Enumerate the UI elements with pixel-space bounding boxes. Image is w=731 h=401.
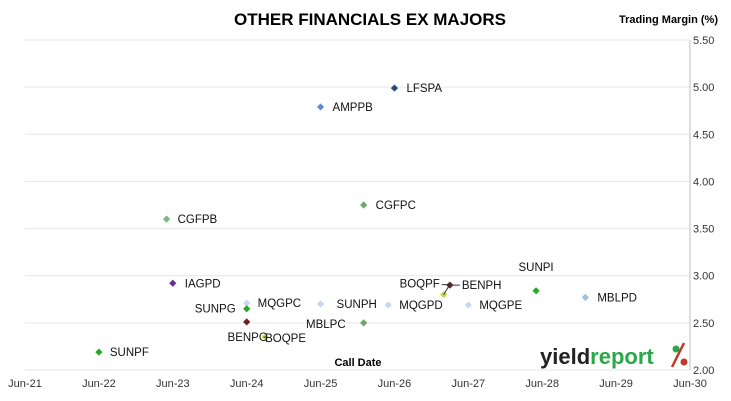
chart-title: OTHER FINANCIALS EX MAJORS <box>234 10 506 29</box>
x-tick-label: Jun-26 <box>378 378 412 390</box>
point-sunpg <box>243 305 251 313</box>
label-mblpd: MBLPD <box>597 292 637 304</box>
point-boqpe <box>261 333 269 341</box>
point-lfspa <box>390 84 399 92</box>
y-tick-label: 4.00 <box>693 176 714 188</box>
point-labels: LFSPA AMPPB CGFPC CGFPB IAGPD BOQPF BENPH SUNPI… <box>110 83 637 359</box>
label-cgfpb: CGFPB <box>178 214 218 226</box>
point-mblpd <box>581 293 589 301</box>
point-sunph <box>316 300 325 308</box>
x-axis-title: Call Date <box>334 357 381 369</box>
y-tick-label: 5.50 <box>693 35 714 47</box>
y-tick-label: 3.00 <box>693 271 714 283</box>
leader-line-boqpf <box>441 284 451 295</box>
x-tick-label: Jun-30 <box>673 378 707 390</box>
label-benph: BENPH <box>462 280 502 292</box>
label-sunpi: SUNPI <box>518 262 553 274</box>
label-mqgpd: MQGPD <box>399 300 442 312</box>
label-boqpf: BOQPF <box>400 279 440 291</box>
y-tick-labels: 2.00 2.50 3.00 3.50 4.00 4.50 5.00 5.50 <box>693 35 714 377</box>
x-tick-label: Jun-24 <box>230 378 264 390</box>
percent-dot-top <box>672 345 680 353</box>
label-sunph: SUNPH <box>337 299 377 311</box>
y-tick-label: 2.50 <box>693 318 714 330</box>
label-boqpe: BOQPE <box>265 333 306 345</box>
point-mqgpe <box>464 301 472 309</box>
data-points <box>95 84 589 356</box>
x-tick-label: Jun-22 <box>82 378 116 390</box>
gridlines <box>25 39 691 371</box>
x-tick-label: Jun-29 <box>599 378 633 390</box>
point-sunpf <box>95 348 103 356</box>
y-tick-label: 2.00 <box>693 365 714 377</box>
point-benpg <box>243 318 251 326</box>
x-tick-label: Jun-28 <box>525 378 559 390</box>
yieldreport-logo: yieldreport <box>540 342 688 369</box>
x-tick-label: Jun-27 <box>452 378 486 390</box>
percent-slash <box>670 342 686 368</box>
x-tick-label: Jun-25 <box>304 378 338 390</box>
point-mqgpc <box>243 299 251 307</box>
label-cgfpc: CGFPC <box>376 200 416 212</box>
label-sunpg: SUNPG <box>195 304 236 316</box>
label-iagpd: IAGPD <box>185 278 221 290</box>
label-amppb: AMPPB <box>333 102 374 114</box>
y-axis-title: Trading Margin (%) <box>619 14 718 26</box>
y-tick-label: 5.00 <box>693 82 714 94</box>
point-mqgpd <box>384 301 392 309</box>
label-mqgpe: MQGPE <box>479 300 522 312</box>
percent-logo-icon <box>670 342 688 368</box>
x-tick-label: Jun-23 <box>156 378 190 390</box>
percent-dot-bottom <box>680 358 688 366</box>
point-sunpi <box>532 287 540 295</box>
y-tick-label: 4.50 <box>693 129 714 141</box>
y-tick-label: 3.50 <box>693 224 714 236</box>
point-amppb <box>316 103 325 111</box>
label-benpg: BENPG <box>228 332 268 344</box>
label-lfspa: LFSPA <box>406 83 442 95</box>
logo-wordmark: yieldreport <box>540 344 654 369</box>
point-cgfpb <box>163 215 171 223</box>
x-tick-labels: Jun-21 Jun-22 Jun-23 Jun-24 Jun-25 Jun-26 Jun-… <box>8 378 707 390</box>
x-tick-label: Jun-21 <box>8 378 42 390</box>
point-mblpc <box>360 319 368 327</box>
point-cgfpc <box>360 201 368 209</box>
label-mblpc: MBLPC <box>306 319 346 331</box>
point-iagpd <box>169 279 177 287</box>
label-mqgpc: MQGPC <box>258 298 301 310</box>
label-sunpf: SUNPF <box>110 347 149 359</box>
